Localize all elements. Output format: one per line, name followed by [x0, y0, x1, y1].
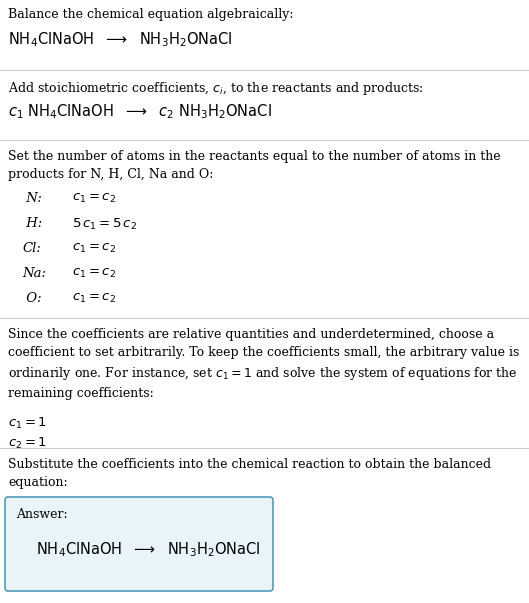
Text: $c_1 = c_2$: $c_1 = c_2$: [72, 192, 116, 205]
Text: $c_1 = c_2$: $c_1 = c_2$: [72, 292, 116, 305]
Text: Na:: Na:: [22, 267, 46, 280]
FancyBboxPatch shape: [5, 497, 273, 591]
Text: Add stoichiometric coefficients, $c_i$, to the reactants and products:: Add stoichiometric coefficients, $c_i$, …: [8, 80, 424, 97]
Text: $c_1$ $\mathrm{NH_4ClNaOH}$  $\longrightarrow$  $c_2$ $\mathrm{NH_3H_2ONaCl}$: $c_1$ $\mathrm{NH_4ClNaOH}$ $\longrighta…: [8, 102, 272, 121]
Text: N:: N:: [22, 192, 42, 205]
Text: $\mathrm{NH_4ClNaOH}$  $\longrightarrow$  $\mathrm{NH_3H_2ONaCl}$: $\mathrm{NH_4ClNaOH}$ $\longrightarrow$ …: [36, 540, 261, 559]
Text: Balance the chemical equation algebraically:: Balance the chemical equation algebraica…: [8, 8, 294, 21]
Text: $c_1 = c_2$: $c_1 = c_2$: [72, 267, 116, 280]
Text: Substitute the coefficients into the chemical reaction to obtain the balanced
eq: Substitute the coefficients into the che…: [8, 458, 491, 489]
Text: O:: O:: [22, 292, 42, 305]
Text: $c_1 = c_2$: $c_1 = c_2$: [72, 242, 116, 255]
Text: Answer:: Answer:: [16, 508, 68, 521]
Text: $c_2 = 1$: $c_2 = 1$: [8, 436, 47, 451]
Text: Cl:: Cl:: [22, 242, 41, 255]
Text: Since the coefficients are relative quantities and underdetermined, choose a
coe: Since the coefficients are relative quan…: [8, 328, 519, 400]
Text: $\mathrm{NH_4ClNaOH}$  $\longrightarrow$  $\mathrm{NH_3H_2ONaCl}$: $\mathrm{NH_4ClNaOH}$ $\longrightarrow$ …: [8, 30, 233, 49]
Text: H:: H:: [22, 217, 42, 230]
Text: $5\,c_1 = 5\,c_2$: $5\,c_1 = 5\,c_2$: [72, 217, 137, 232]
Text: Set the number of atoms in the reactants equal to the number of atoms in the
pro: Set the number of atoms in the reactants…: [8, 150, 500, 181]
Text: $c_1 = 1$: $c_1 = 1$: [8, 416, 47, 431]
